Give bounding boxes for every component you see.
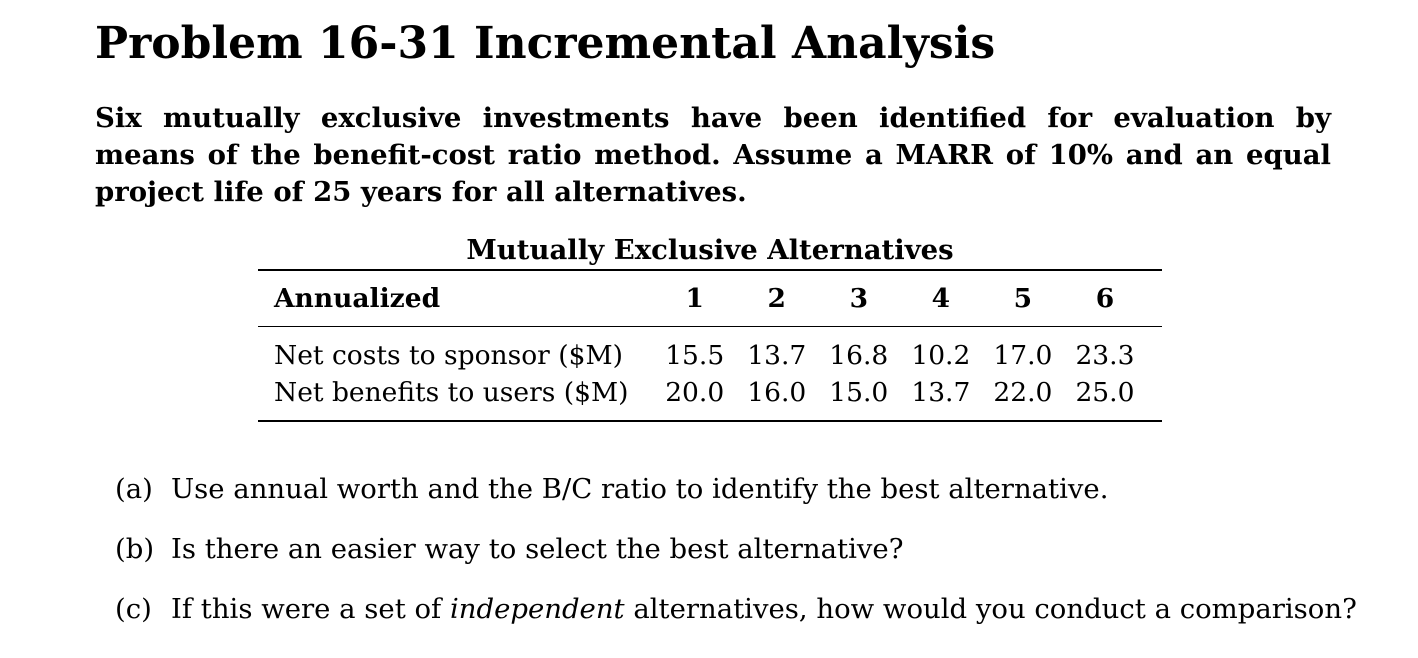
- header-col-3: 3: [849, 283, 869, 314]
- row-label: Net costs to sponsor ($M): [274, 340, 623, 371]
- question-label: (a): [115, 473, 153, 505]
- question-text: Use annual worth and the B/C ratio to id…: [171, 473, 1109, 505]
- table-cell: 10.2: [911, 340, 971, 371]
- emphasis-independent: independent: [449, 593, 625, 625]
- question-list: (a) Use annual worth and the B/C ratio t…: [115, 469, 1357, 649]
- question-c: (c) If this were a set of independent al…: [115, 589, 1357, 629]
- question-text: Is there an easier way to select the bes…: [171, 533, 904, 565]
- page-title: Problem 16-31 Incremental Analysis: [95, 18, 996, 69]
- header-col-5: 5: [1013, 283, 1033, 314]
- question-text: If this were a set of independent altern…: [171, 589, 1357, 629]
- table-cell: 13.7: [747, 340, 807, 371]
- question-label: (b): [115, 533, 155, 565]
- table-row-benefits: Net benefits to users ($M) 20.0 16.0 15.…: [258, 374, 1162, 421]
- table-cell: 16.0: [747, 377, 807, 408]
- table-caption: Mutually Exclusive Alternatives: [466, 234, 954, 266]
- table-header-row: Annualized 1 2 3 4 5 6: [258, 270, 1162, 327]
- table-row-costs: Net costs to sponsor ($M) 15.5 13.7 16.8…: [258, 327, 1162, 375]
- table-cell: 25.0: [1075, 377, 1135, 408]
- table-cell: 16.8: [829, 340, 889, 371]
- question-text-after: alternatives, how would you conduct a co…: [624, 593, 1357, 625]
- table-cell: 23.3: [1075, 340, 1135, 371]
- row-label: Net benefits to users ($M): [274, 377, 629, 408]
- header-col-1: 1: [685, 283, 704, 314]
- question-a: (a) Use annual worth and the B/C ratio t…: [115, 469, 1357, 509]
- header-label: Annualized: [274, 283, 441, 314]
- table-cell: 15.5: [665, 340, 725, 371]
- problem-statement: Six mutually exclusive investments have …: [95, 102, 1331, 208]
- header-col-2: 2: [767, 283, 786, 314]
- alternatives-table: Annualized 1 2 3 4 5 6 Net costs to spon…: [258, 269, 1162, 422]
- table-cell: 13.7: [911, 377, 971, 408]
- table-cell: 20.0: [665, 377, 725, 408]
- question-label: (c): [115, 593, 152, 625]
- table-cell: 15.0: [829, 377, 889, 408]
- table-cell: 22.0: [993, 377, 1053, 408]
- header-col-6: 6: [1095, 283, 1115, 314]
- question-b: (b) Is there an easier way to select the…: [115, 529, 1357, 569]
- table-cell: 17.0: [993, 340, 1053, 371]
- header-col-4: 4: [931, 283, 951, 314]
- question-text-before: If this were a set of: [171, 593, 450, 625]
